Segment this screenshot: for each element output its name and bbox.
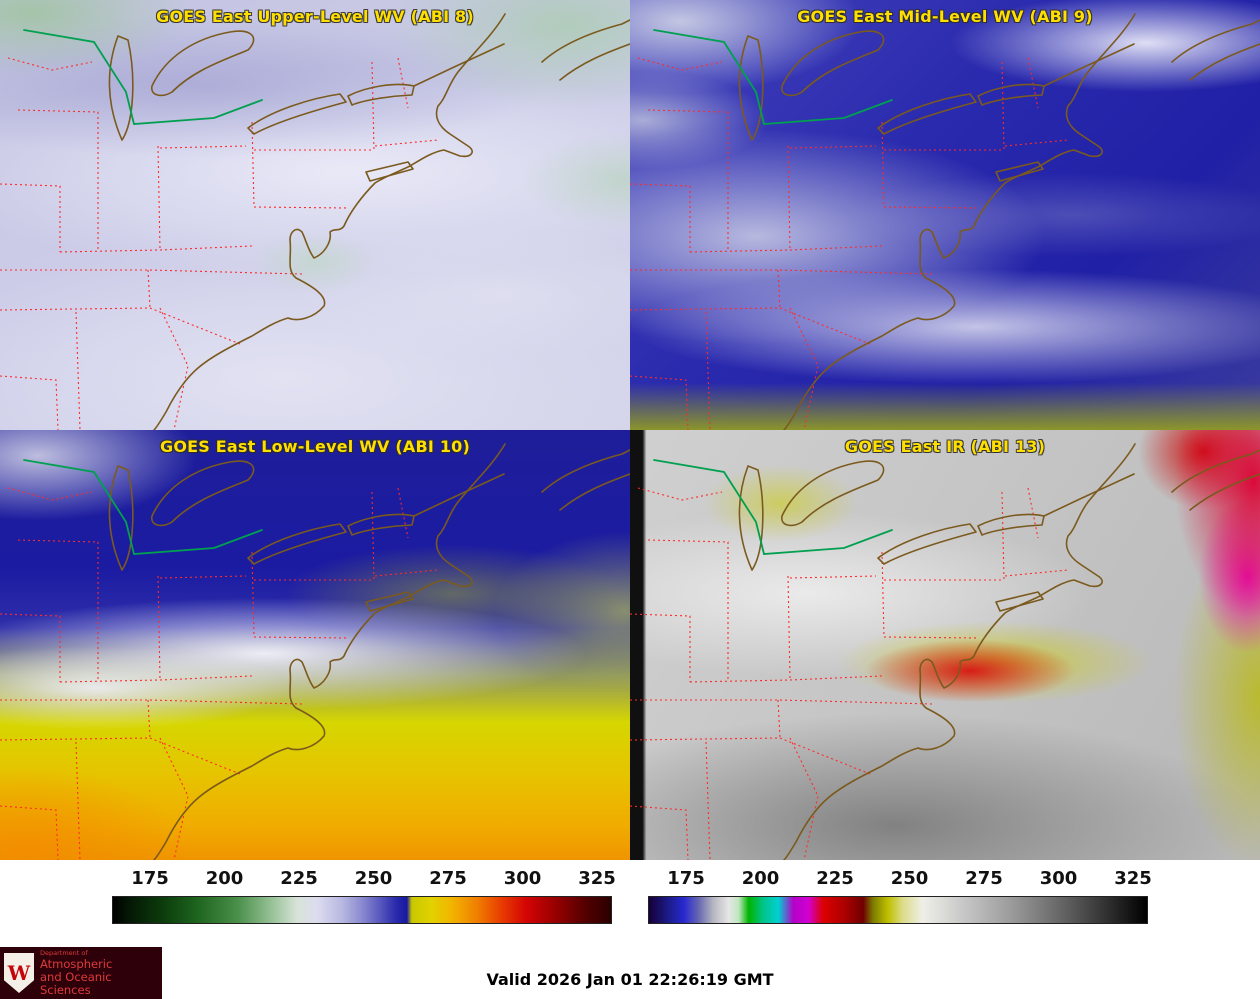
colorbar-tick-label: 250 — [890, 868, 929, 889]
colorbar-tick-label: 175 — [131, 868, 169, 889]
panel-title: GOES East Upper-Level WV (ABI 8) — [156, 7, 474, 26]
colorbar-tick-label: 300 — [503, 868, 542, 889]
wv-colorbar-ticks: 175 200 225 250 275 300 325 — [112, 868, 616, 894]
colorbar-tick-label: 225 — [816, 868, 854, 889]
colorbar-tick-label: 275 — [965, 868, 1003, 889]
panel-ir: GOES East IR (ABI 13) — [630, 430, 1260, 860]
logo-text: Department of Atmospheric and Oceanic Sc… — [40, 948, 158, 997]
logo-department-line: Department of — [40, 948, 88, 957]
valid-time: Valid 2026 Jan 01 22:26:19 GMT — [486, 970, 774, 989]
colorbar-tick-label: 250 — [354, 868, 393, 889]
panel-low-level-wv: GOES East Low-Level WV (ABI 10) — [0, 430, 630, 860]
panel-title: GOES East Mid-Level WV (ABI 9) — [797, 7, 1093, 26]
colorbar-tick-label: 200 — [741, 868, 780, 889]
colorbar-tick-label: 325 — [578, 868, 616, 889]
ir-colorbar-gradient — [648, 896, 1148, 924]
colorbar-tick-label: 200 — [205, 868, 244, 889]
colorbar-tick-label: 300 — [1039, 868, 1078, 889]
ir-colorbar-ticks: 175 200 225 250 275 300 325 — [648, 868, 1152, 894]
uw-crest-icon: W — [4, 953, 34, 993]
wv-colorbar: 175 200 225 250 275 300 325 — [112, 868, 616, 930]
colorbar-tick-label: 225 — [280, 868, 318, 889]
map-overlay — [0, 443, 630, 860]
map-overlay — [0, 13, 630, 430]
colorbar-tick-label: 175 — [667, 868, 705, 889]
panel-title: GOES East IR (ABI 13) — [844, 437, 1046, 456]
panel-mid-level-wv: GOES East Mid-Level WV (ABI 9) — [630, 0, 1260, 430]
uw-aos-logo: W Department of Atmospheric and Oceanic … — [0, 947, 162, 999]
ir-colorbar: 175 200 225 250 275 300 325 — [648, 868, 1152, 930]
colorbar-tick-label: 325 — [1114, 868, 1152, 889]
crest-monogram: W — [7, 961, 31, 985]
colorbar-tick-label: 275 — [429, 868, 467, 889]
map-overlay — [630, 443, 1260, 860]
wv-colorbar-gradient — [112, 896, 612, 924]
colorbar-row: 175 200 225 250 275 300 325 175 200 225 250 275 300… — [0, 860, 1260, 942]
panel-title: GOES East Low-Level WV (ABI 10) — [159, 437, 470, 456]
map-overlay — [630, 13, 1260, 430]
footer: W Department of Atmospheric and Oceanic … — [0, 942, 1260, 999]
panel-grid: GOES East Upper-Level WV (ABI 8) GOES Ea… — [0, 0, 1260, 860]
logo-line2: and Oceanic Sciences — [40, 969, 112, 997]
logo-line1: Atmospheric — [40, 956, 113, 971]
panel-upper-level-wv: GOES East Upper-Level WV (ABI 8) — [0, 0, 630, 430]
